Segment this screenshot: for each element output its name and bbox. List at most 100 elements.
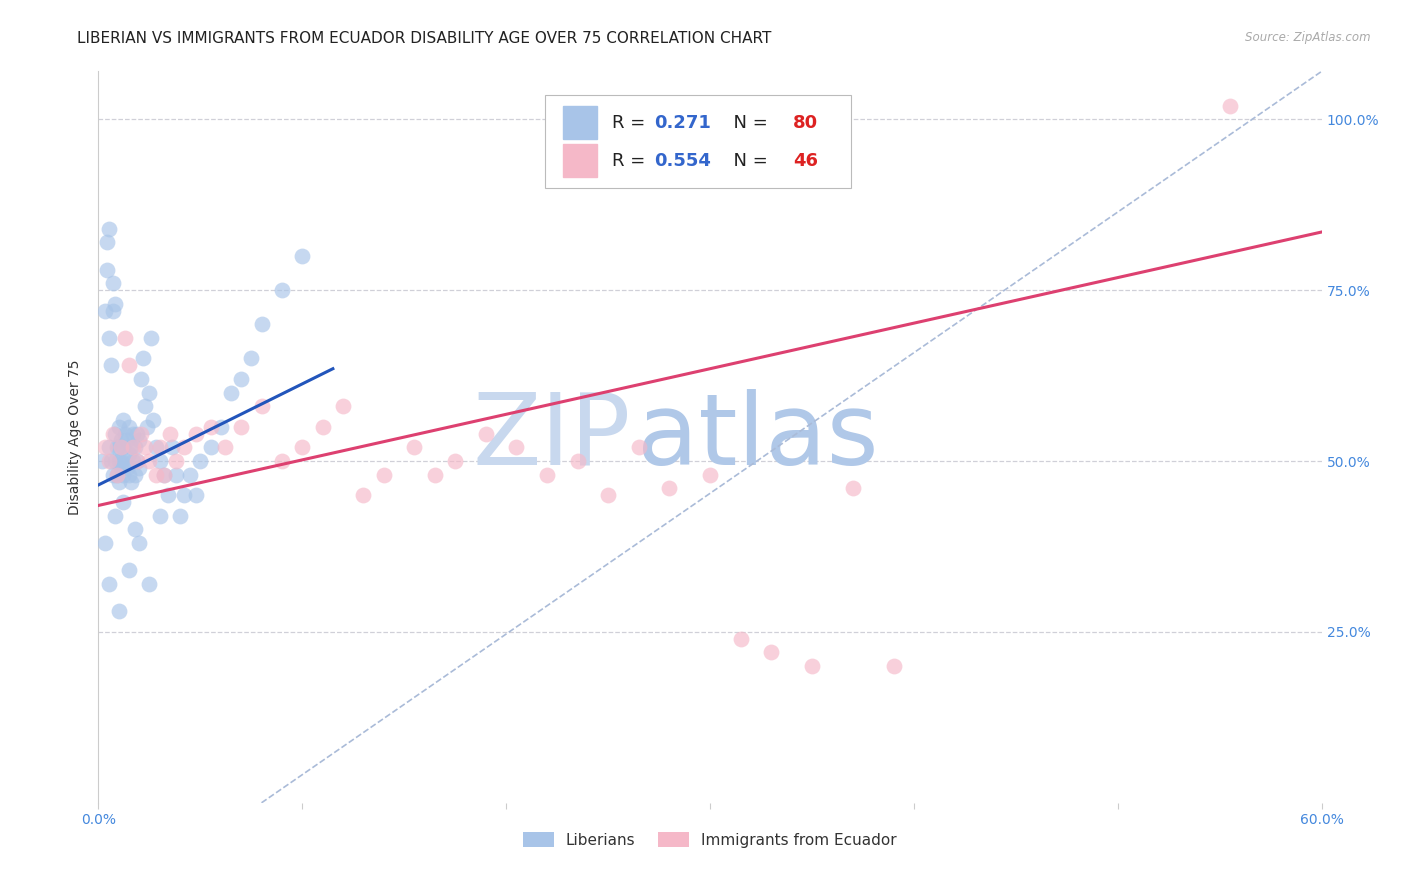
Text: 80: 80 — [793, 113, 818, 132]
Point — [110, 460, 132, 475]
Point — [101, 303, 124, 318]
Point — [118, 467, 141, 482]
Point — [120, 475, 142, 489]
Point — [159, 426, 181, 441]
Point — [108, 475, 131, 489]
Point — [312, 420, 335, 434]
Point — [127, 454, 149, 468]
Point — [111, 495, 134, 509]
Point — [111, 467, 134, 482]
Point — [115, 434, 138, 448]
Point — [118, 563, 141, 577]
Point — [231, 420, 253, 434]
Point — [160, 440, 183, 454]
Point — [444, 454, 467, 468]
Point — [156, 488, 179, 502]
Point — [104, 426, 127, 441]
Point — [114, 454, 136, 468]
Point — [97, 221, 120, 235]
Point — [627, 440, 650, 454]
Point — [93, 440, 115, 454]
Point — [141, 331, 163, 345]
Point — [134, 400, 156, 414]
Point — [209, 420, 232, 434]
Point — [214, 440, 236, 454]
Point — [128, 460, 150, 475]
Point — [173, 440, 195, 454]
Point — [105, 467, 128, 482]
Point — [93, 303, 115, 318]
Point — [104, 454, 127, 468]
Point — [231, 372, 253, 386]
Point — [97, 454, 120, 468]
Point — [200, 420, 222, 434]
Text: 0.554: 0.554 — [654, 152, 710, 169]
Point — [567, 454, 589, 468]
Point — [169, 508, 191, 523]
Point — [138, 385, 160, 400]
Point — [138, 454, 160, 468]
Bar — [564, 145, 598, 177]
Point — [104, 508, 127, 523]
Point — [122, 426, 145, 441]
Point — [250, 318, 273, 332]
Point — [240, 351, 263, 366]
Point — [270, 454, 294, 468]
Point — [108, 420, 131, 434]
Point — [101, 467, 124, 482]
Point — [186, 426, 208, 441]
Point — [118, 359, 141, 373]
Point — [423, 467, 446, 482]
Point — [145, 440, 167, 454]
Point — [129, 372, 152, 386]
Text: N =: N = — [723, 152, 773, 169]
Point — [270, 283, 294, 297]
Point — [124, 440, 146, 454]
Point — [132, 351, 155, 366]
Point — [404, 440, 426, 454]
Text: 46: 46 — [793, 152, 818, 169]
Point — [128, 434, 150, 448]
Point — [1219, 98, 1241, 112]
Text: atlas: atlas — [637, 389, 879, 485]
Point — [219, 385, 242, 400]
Point — [165, 467, 187, 482]
Text: Source: ZipAtlas.com: Source: ZipAtlas.com — [1246, 31, 1371, 45]
Point — [96, 262, 118, 277]
Point — [115, 460, 138, 475]
Point — [124, 522, 146, 536]
Point — [96, 235, 118, 250]
Point — [730, 632, 752, 646]
Point — [149, 440, 172, 454]
Point — [536, 467, 558, 482]
Point — [134, 440, 156, 454]
Text: ZIP: ZIP — [472, 389, 630, 485]
Point — [114, 331, 136, 345]
Point — [120, 440, 142, 454]
Text: R =: R = — [612, 113, 651, 132]
Point — [145, 467, 167, 482]
Point — [127, 426, 149, 441]
Point — [883, 659, 905, 673]
Point — [173, 488, 195, 502]
Point — [699, 467, 721, 482]
Point — [108, 454, 131, 468]
Point — [129, 426, 152, 441]
Point — [149, 454, 172, 468]
Point — [801, 659, 824, 673]
Point — [188, 454, 212, 468]
Point — [505, 440, 527, 454]
Text: 0.271: 0.271 — [654, 113, 710, 132]
Point — [97, 331, 120, 345]
Point — [101, 277, 124, 291]
Point — [138, 577, 160, 591]
Point — [250, 400, 273, 414]
Point — [291, 440, 314, 454]
Point — [152, 467, 174, 482]
Point — [352, 488, 374, 502]
Point — [97, 577, 120, 591]
Point — [149, 508, 172, 523]
Point — [118, 447, 141, 461]
Text: N =: N = — [723, 113, 773, 132]
Point — [291, 249, 314, 263]
